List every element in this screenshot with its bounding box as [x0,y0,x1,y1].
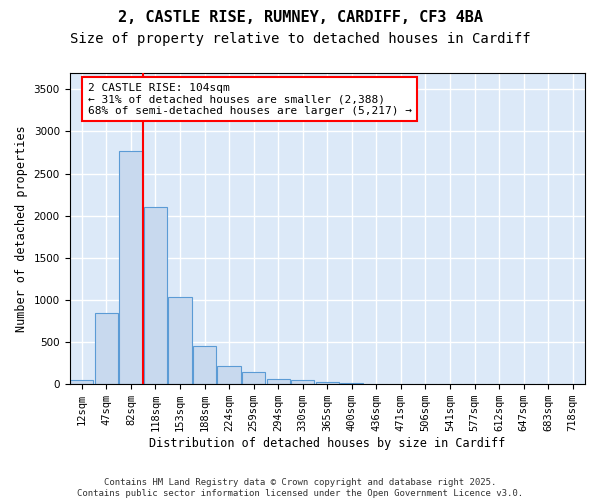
Bar [70,380,94,384]
Bar [193,346,216,384]
Text: 2, CASTLE RISE, RUMNEY, CARDIFF, CF3 4BA: 2, CASTLE RISE, RUMNEY, CARDIFF, CF3 4BA [118,10,482,25]
Bar [217,366,241,384]
X-axis label: Distribution of detached houses by size in Cardiff: Distribution of detached houses by size … [149,437,505,450]
Bar [144,207,167,384]
Bar [291,380,314,384]
Bar [316,382,339,384]
Bar [119,151,143,384]
Bar [242,372,265,384]
Y-axis label: Number of detached properties: Number of detached properties [15,125,28,332]
Bar [95,312,118,384]
Bar [340,382,364,384]
Text: Contains HM Land Registry data © Crown copyright and database right 2025.
Contai: Contains HM Land Registry data © Crown c… [77,478,523,498]
Bar [169,298,191,384]
Bar [266,378,290,384]
Text: 2 CASTLE RISE: 104sqm
← 31% of detached houses are smaller (2,388)
68% of semi-d: 2 CASTLE RISE: 104sqm ← 31% of detached … [88,82,412,116]
Text: Size of property relative to detached houses in Cardiff: Size of property relative to detached ho… [70,32,530,46]
